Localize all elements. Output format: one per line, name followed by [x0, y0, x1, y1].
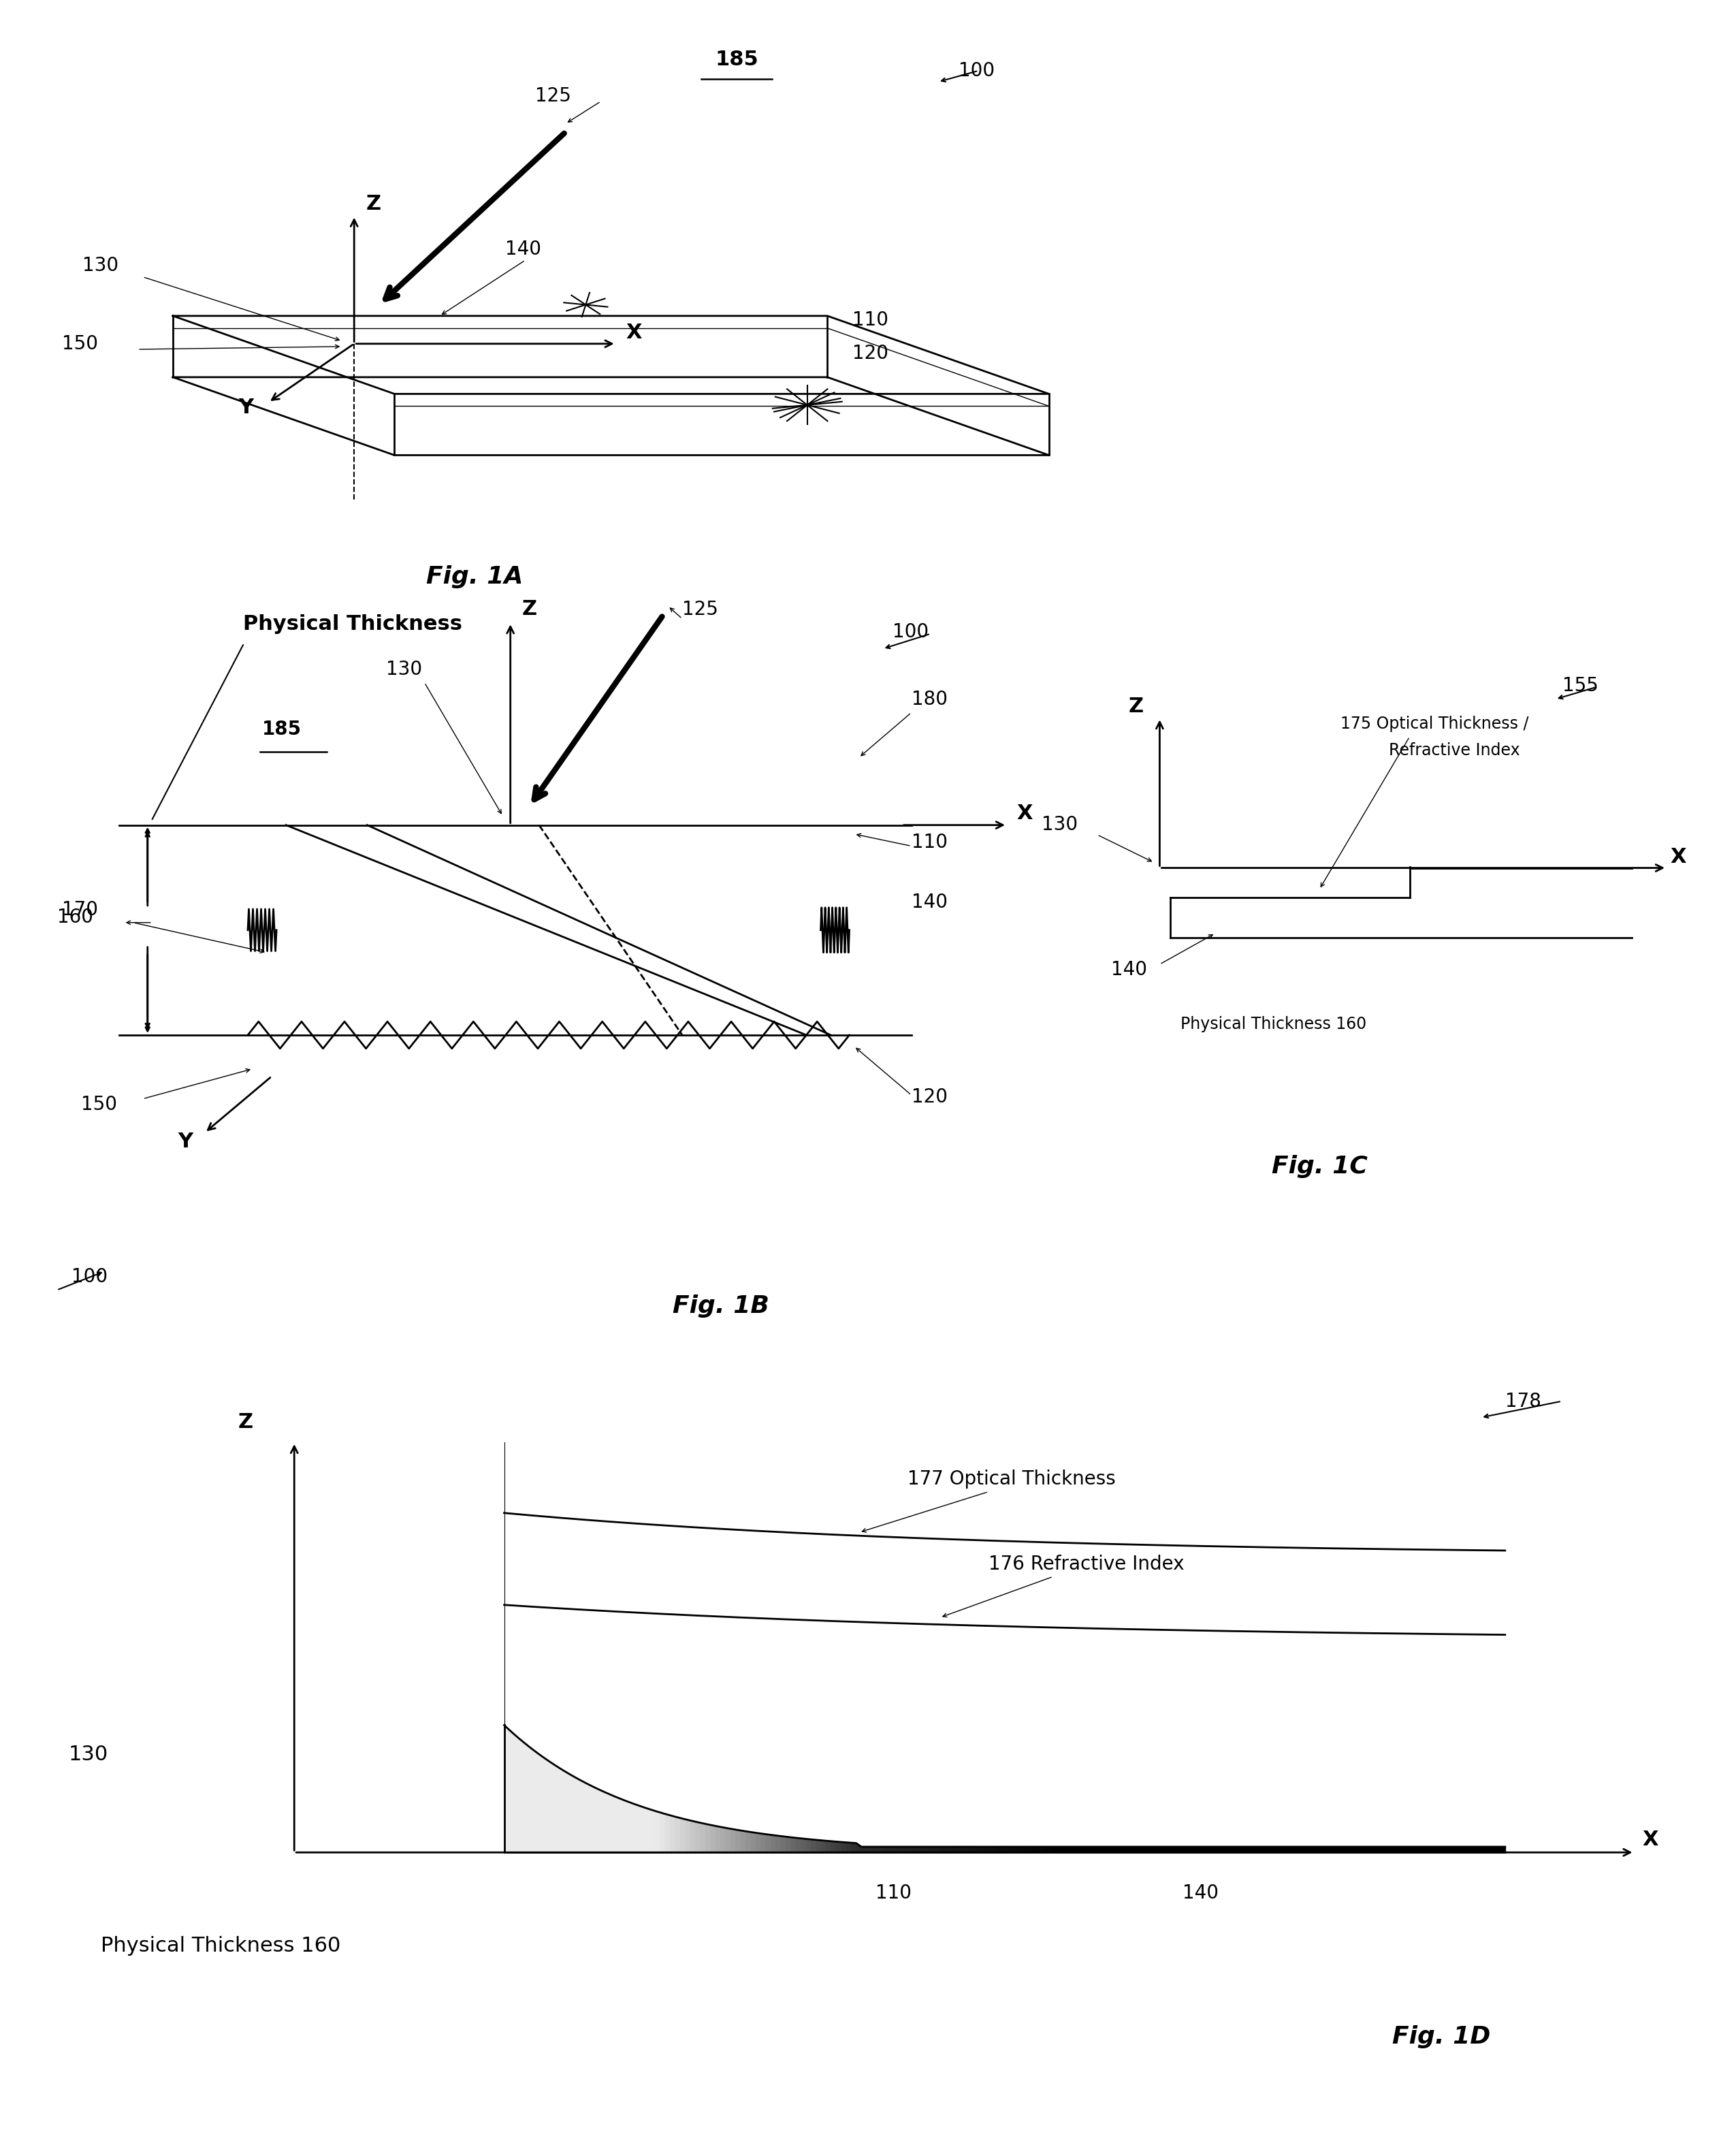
Text: Physical Thickness 160: Physical Thickness 160 [101, 1935, 340, 1957]
Text: 140: 140 [1111, 960, 1147, 979]
Text: 125: 125 [535, 86, 571, 105]
Text: 177 Optical Thickness: 177 Optical Thickness [908, 1470, 1116, 1489]
Text: Physical Thickness 160: Physical Thickness 160 [1180, 1016, 1366, 1033]
Text: Y: Y [179, 1132, 193, 1151]
Text: 150: 150 [82, 1095, 116, 1114]
Text: 180: 180 [911, 690, 948, 709]
Text: Fig. 1A: Fig. 1A [427, 566, 524, 587]
Text: Z: Z [523, 600, 536, 619]
Text: X: X [1017, 804, 1033, 823]
Text: 130: 130 [82, 257, 118, 276]
Text: 110: 110 [911, 834, 948, 851]
Text: X: X [627, 321, 642, 343]
Text: X: X [1670, 846, 1686, 866]
Text: Fig. 1C: Fig. 1C [1271, 1155, 1368, 1179]
Text: 176 Refractive Index: 176 Refractive Index [988, 1554, 1184, 1573]
Text: 140: 140 [911, 894, 948, 911]
Text: 185: 185 [262, 720, 302, 739]
Text: Z: Z [1128, 696, 1144, 716]
Text: 140: 140 [1182, 1884, 1219, 1903]
Text: Y: Y [238, 399, 253, 418]
Text: Fig. 1B: Fig. 1B [674, 1294, 769, 1318]
Text: 185: 185 [715, 49, 759, 69]
Text: 100: 100 [71, 1269, 108, 1286]
Text: 100: 100 [958, 62, 995, 81]
Text: 130: 130 [387, 660, 422, 679]
Text: 175 Optical Thickness /: 175 Optical Thickness / [1340, 716, 1528, 733]
Text: Z: Z [366, 195, 382, 214]
Text: 170: 170 [62, 900, 97, 919]
Text: 125: 125 [682, 600, 719, 619]
Text: 130: 130 [1042, 816, 1078, 834]
Text: Physical Thickness: Physical Thickness [243, 615, 462, 634]
Text: Z: Z [238, 1412, 253, 1432]
Text: 160: 160 [57, 909, 94, 926]
Text: 140: 140 [505, 240, 542, 259]
Text: 110: 110 [875, 1884, 911, 1903]
Text: 100: 100 [892, 624, 929, 641]
Text: X: X [1642, 1830, 1658, 1849]
Text: 120: 120 [911, 1089, 948, 1106]
Text: 130: 130 [68, 1744, 108, 1764]
Text: Fig. 1D: Fig. 1D [1392, 2025, 1491, 2049]
Text: 150: 150 [62, 334, 99, 354]
Text: 178: 178 [1505, 1393, 1542, 1410]
Text: 110: 110 [852, 311, 889, 330]
Text: 120: 120 [852, 343, 889, 362]
Text: 155: 155 [1562, 677, 1599, 694]
Text: Refractive Index: Refractive Index [1389, 741, 1521, 759]
